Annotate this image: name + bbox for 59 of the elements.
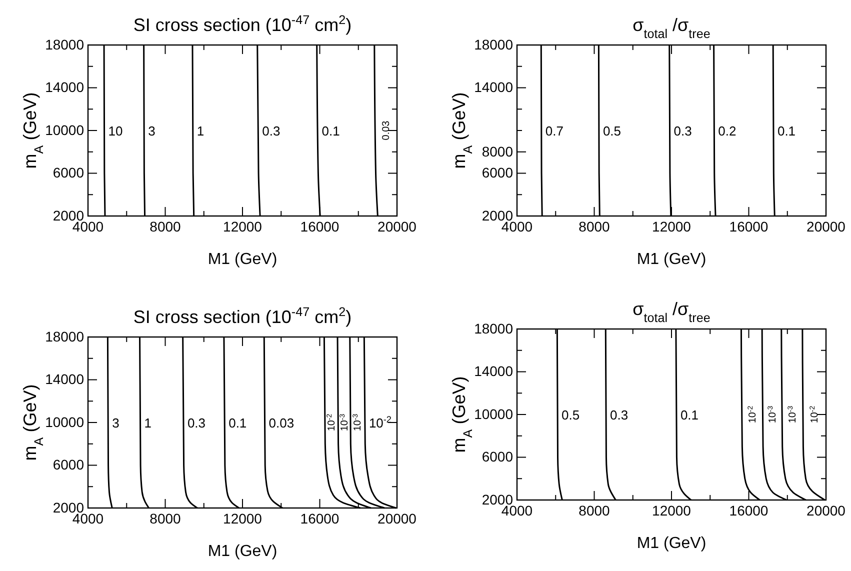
x-tick-label: 20000	[806, 218, 846, 235]
x-axis-title: M1 (GeV)	[208, 251, 278, 268]
y-tick-label: 8000	[482, 143, 514, 160]
x-tick-label: 12000	[223, 218, 262, 235]
series-label: 1	[196, 124, 204, 138]
legend-label: 0.03	[381, 120, 392, 140]
series-label: 0.03	[268, 416, 294, 430]
y-tick-label: 14000	[45, 79, 84, 96]
series-label: 0.1	[680, 408, 699, 422]
series-label: 0.1	[322, 124, 340, 138]
y-tick-label: 6000	[482, 164, 514, 181]
series-label: 0.3	[262, 124, 280, 138]
x-tick-label: 8000	[150, 218, 182, 235]
x-tick-label: 12000	[223, 510, 262, 527]
x-tick-label: 16000	[729, 502, 768, 519]
x-tick-label: 20000	[378, 218, 417, 235]
y-tick-label: 18000	[474, 320, 514, 336]
y-tick-label: 10000	[474, 406, 514, 422]
x-tick-label: 8000	[578, 502, 610, 519]
x-tick-label: 20000	[378, 510, 417, 527]
series-label: 3	[148, 124, 156, 138]
series-label: 0.5	[562, 408, 580, 422]
series-label: 0.2	[718, 124, 736, 138]
y-tick-label: 14000	[474, 363, 514, 380]
x-tick-label: 12000	[652, 502, 692, 519]
chart-title: σ$_{total}$ /σ$_{tree}$	[632, 299, 710, 325]
series-label: 1	[144, 416, 152, 430]
x-axis-title: M1 (GeV)	[208, 543, 278, 560]
x-tick-label: 16000	[300, 510, 340, 527]
x-tick-label: 16000	[729, 218, 768, 235]
series-label: 0.5	[602, 124, 622, 138]
series-label: 10	[108, 124, 123, 138]
legend-label: 0.1	[777, 124, 796, 138]
series-label: 0.3	[674, 124, 692, 138]
y-tick-label: 14000	[474, 79, 514, 96]
x-axis-title: M1 (GeV)	[636, 535, 706, 552]
x-tick-label: 8000	[150, 510, 182, 527]
y-tick-label: 10000	[45, 414, 84, 430]
chart-title: SI cross section (10$^{-47}$ cm$^{2}$)	[133, 13, 352, 35]
y-tick-label: 6000	[52, 456, 84, 473]
x-tick-label: 12000	[652, 218, 692, 235]
y-tick-label: 6000	[52, 164, 84, 181]
x-tick-label: 20000	[806, 502, 846, 519]
x-tick-label: 16000	[300, 218, 340, 235]
series-label: 0.7	[545, 124, 564, 138]
series-label: 0.3	[610, 408, 628, 422]
x-axis-title: M1 (GeV)	[636, 251, 706, 268]
series-label: 0.1	[228, 416, 247, 430]
series-label: 3	[112, 416, 120, 430]
x-tick-label: 8000	[578, 218, 610, 235]
y-tick-label: 18000	[45, 328, 84, 344]
y-tick-label: 18000	[474, 36, 514, 52]
y-tick-label: 10000	[45, 122, 84, 138]
y-tick-label: 18000	[45, 36, 84, 52]
chart-title: σ$_{total}$ /σ$_{tree}$	[632, 15, 710, 41]
y-tick-label: 6000	[482, 448, 514, 465]
series-label: 0.3	[187, 416, 206, 430]
chart-title: SI cross section (10$^{-47}$ cm$^{2}$)	[133, 305, 352, 327]
y-tick-label: 14000	[45, 371, 84, 388]
